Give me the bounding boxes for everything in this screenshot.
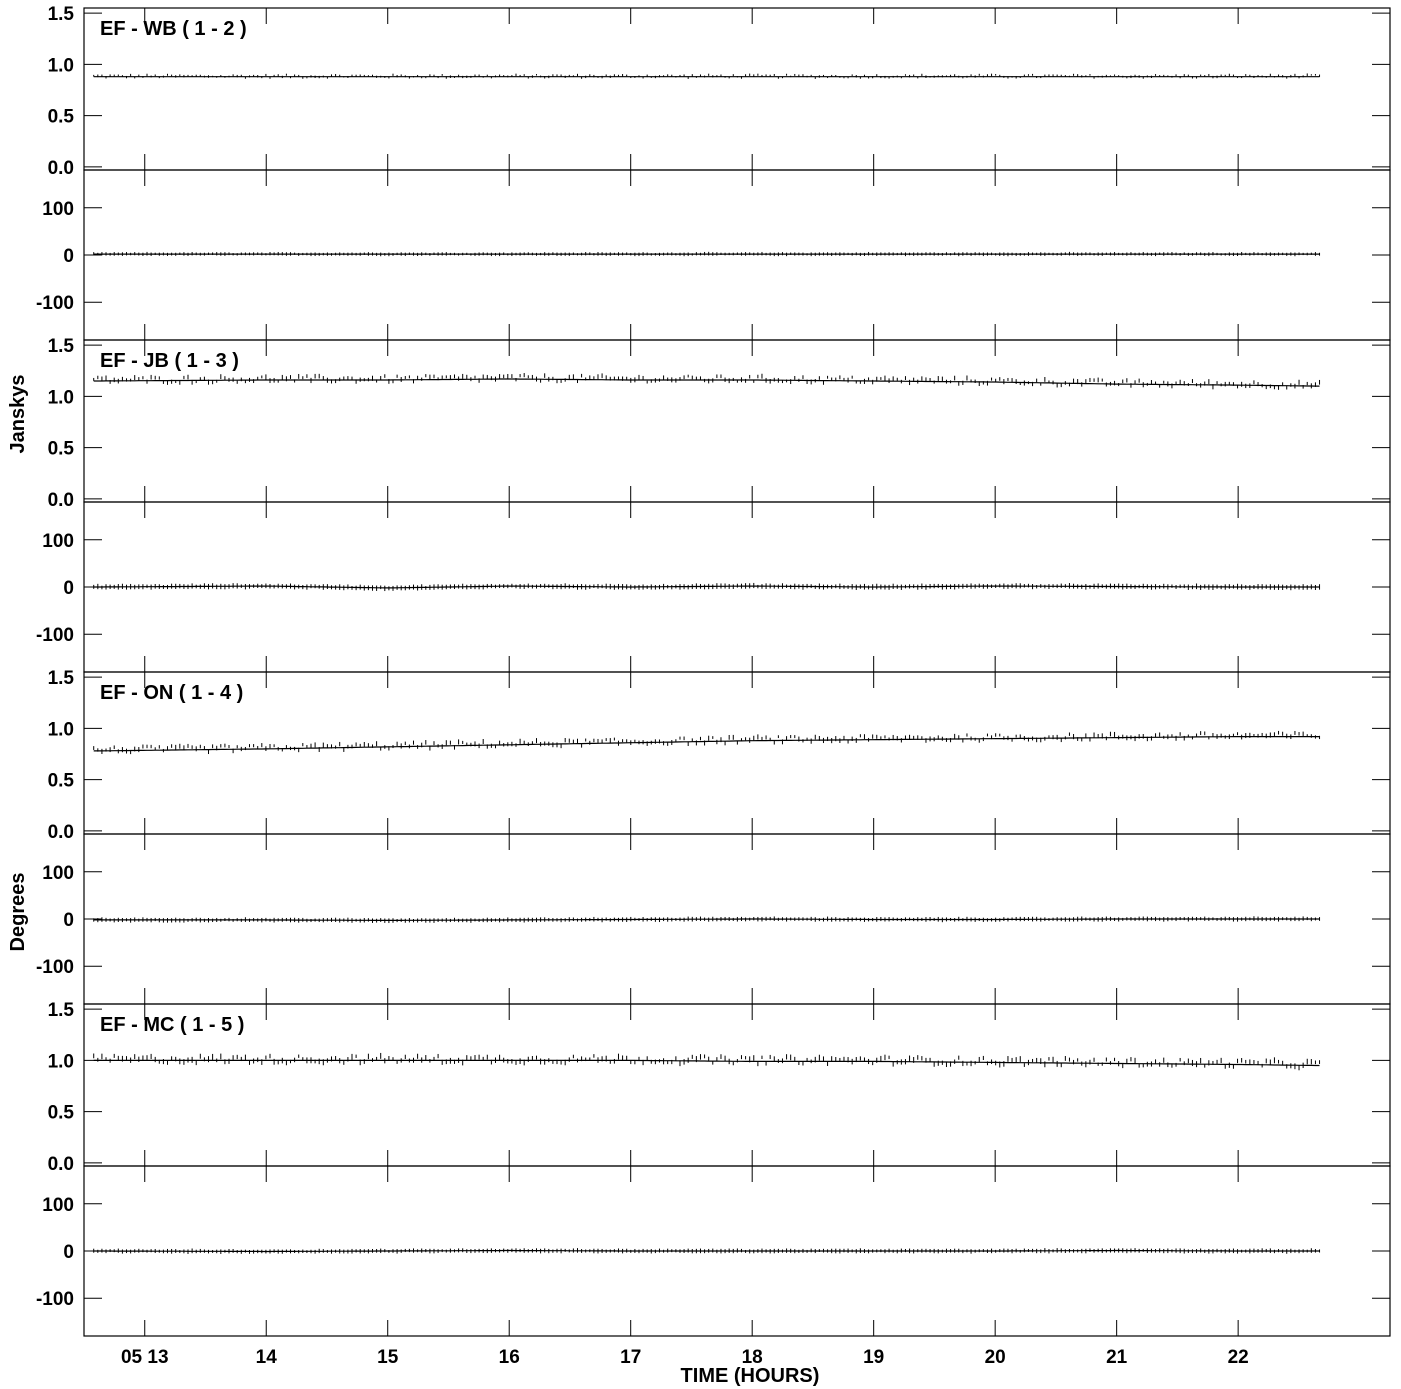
x-tick-label: 22	[1228, 1347, 1249, 1368]
amp-tick-label: 0.5	[48, 1103, 75, 1124]
amplitude-frame	[83, 1003, 1391, 1167]
amp-tick-label: 1.5	[48, 1000, 75, 1021]
amp-tick-label: 1.0	[48, 55, 74, 76]
x-tick-label: 19	[863, 1347, 884, 1368]
amp-tick-label: 0.5	[48, 439, 75, 460]
y-axis-title-phase: Degrees	[7, 873, 29, 952]
phase-tick-label: 0	[63, 910, 74, 931]
phase-tick-label: 0	[63, 1242, 74, 1263]
panel-title: EF - WB ( 1 - 2 )	[100, 18, 247, 40]
panel-title: EF - MC ( 1 - 5 )	[100, 1014, 244, 1036]
amp-tick-label: 0.0	[48, 158, 74, 179]
phase-model-line	[93, 1249, 1320, 1253]
x-tick-label: 20	[985, 1347, 1006, 1368]
x-tick-label: 16	[499, 1347, 520, 1368]
phase-tick-label: 100	[42, 863, 74, 884]
x-tick-label: 15	[377, 1347, 399, 1368]
amp-tick-label: 1.5	[48, 336, 75, 357]
amplitude-model-line	[93, 378, 1320, 387]
x-tick-label: 17	[620, 1347, 641, 1368]
amp-tick-label: 1.5	[48, 668, 75, 689]
phase-model-line	[93, 585, 1320, 589]
amp-tick-label: 0.5	[48, 107, 75, 128]
amp-tick-label: 1.0	[48, 1051, 74, 1072]
amplitude-model-line	[93, 735, 1320, 752]
panel-title: EF - ON ( 1 - 4 )	[100, 682, 243, 704]
amp-tick-label: 0.0	[48, 822, 74, 843]
x-tick-label: 21	[1106, 1347, 1128, 1368]
amplitude-frame	[83, 671, 1391, 835]
x-tick-label: 18	[742, 1347, 763, 1368]
phase-tick-label: -100	[36, 1289, 74, 1310]
amplitude-series	[93, 730, 1321, 755]
panel-title: EF - JB ( 1 - 3 )	[100, 350, 239, 372]
phase-tick-label: -100	[36, 957, 74, 978]
phase-tick-label: -100	[36, 625, 74, 646]
x-tick-label: 05 13	[121, 1347, 169, 1368]
phase-tick-label: -100	[36, 293, 74, 314]
y-axis-title-amplitude: Janskys	[7, 375, 29, 454]
phase-frame	[83, 169, 1391, 341]
amplitude-frame	[83, 339, 1391, 503]
phase-tick-label: 100	[42, 199, 74, 220]
amp-tick-label: 1.0	[48, 719, 74, 740]
phase-tick-label: 100	[42, 531, 74, 552]
phase-tick-label: 100	[42, 1195, 74, 1216]
x-tick-label: 14	[256, 1347, 278, 1368]
amplitude-frame	[83, 7, 1391, 171]
amplitude-series	[93, 373, 1321, 390]
amp-tick-label: 0.5	[48, 771, 75, 792]
amplitude-series	[93, 1052, 1321, 1071]
phase-tick-label: 0	[63, 246, 74, 267]
amp-tick-label: 1.0	[48, 387, 74, 408]
phase-tick-label: 0	[63, 578, 74, 599]
amp-tick-label: 0.0	[48, 1154, 74, 1175]
x-axis-title: TIME (HOURS)	[681, 1365, 820, 1387]
amp-tick-label: 0.0	[48, 490, 74, 511]
amp-tick-label: 1.5	[48, 4, 75, 25]
phase-model-line	[93, 918, 1320, 922]
amplitude-model-line	[93, 1059, 1320, 1067]
